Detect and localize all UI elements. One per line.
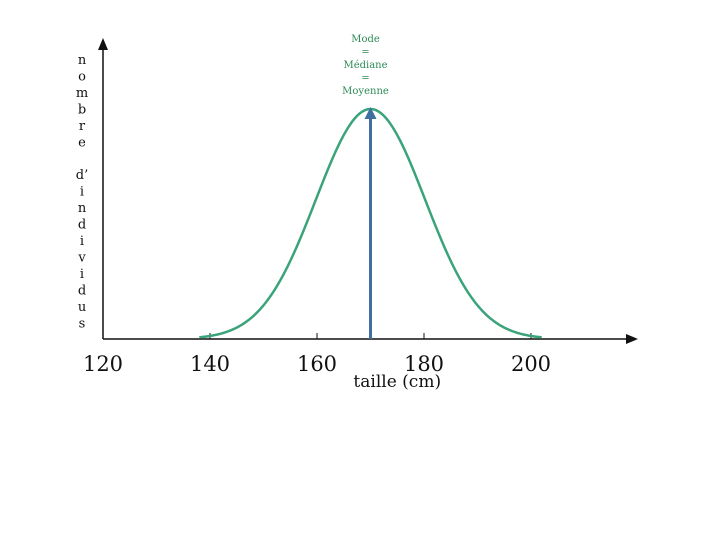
annotation-line: = (361, 47, 369, 58)
x-axis-title: taille (cm) (353, 372, 441, 392)
annotation-line: Mode (351, 34, 380, 45)
annotation-line: = (361, 73, 369, 84)
y-axis-title-letter: i (80, 185, 84, 200)
axes (98, 38, 638, 344)
y-axis-title-letter: o (78, 70, 86, 85)
annotation: Mode = Médiane = Moyenne (342, 34, 389, 339)
y-axis-title-letter: v (77, 251, 86, 266)
annotation-line: Moyenne (342, 86, 389, 97)
y-axis-title-letter: e (78, 136, 86, 151)
y-axis-title-letter: r (79, 119, 86, 134)
x-tick-label: 200 (511, 352, 551, 376)
x-ticks: 120 140 160 180 200 (83, 333, 551, 376)
y-axis-title-letter: d (78, 218, 86, 233)
y-axis-title-letter: i (80, 267, 84, 282)
y-axis-title-letter: u (78, 300, 86, 315)
x-tick-label: 180 (404, 352, 444, 376)
y-axis-title-letter: s (79, 317, 86, 332)
y-axis-title-letter: d’ (76, 168, 88, 183)
y-axis-arrowhead (98, 38, 108, 50)
y-axis-title-letter: i (80, 234, 84, 249)
y-axis-title-letter: d (78, 284, 86, 299)
y-axis-title-letter: n (78, 201, 87, 216)
x-tick-label: 120 (83, 352, 123, 376)
y-axis-title-letter: n (78, 53, 87, 68)
x-tick-label: 140 (190, 352, 230, 376)
annotation-line: Médiane (343, 60, 387, 71)
y-axis-title-letter: m (76, 86, 88, 101)
x-tick-label: 160 (297, 352, 337, 376)
y-axis-title-letter: b (78, 103, 86, 118)
mean-arrow-head (364, 107, 377, 119)
x-axis-arrowhead (626, 334, 638, 344)
